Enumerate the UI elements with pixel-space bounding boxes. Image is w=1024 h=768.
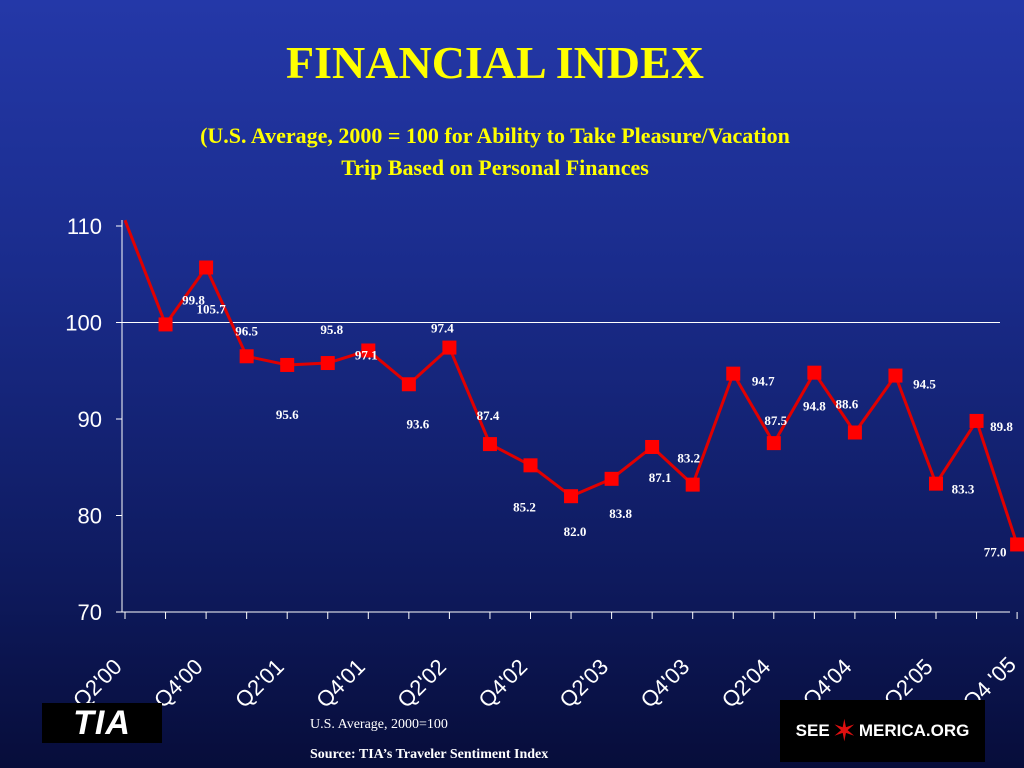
tia-logo: TIA <box>42 703 162 743</box>
y-tick-label: 100 <box>65 311 102 336</box>
data-label: 89.8 <box>990 419 1013 434</box>
data-label: 87.5 <box>764 413 787 428</box>
data-label: 77.0 <box>984 544 1007 559</box>
data-point <box>442 340 457 355</box>
data-point <box>199 260 214 275</box>
data-label: 88.6 <box>836 397 859 412</box>
data-point <box>523 458 538 473</box>
y-tick-label: 80 <box>78 504 102 529</box>
data-label: 87.4 <box>477 408 500 423</box>
x-tick-label: Q4'01 <box>311 654 370 713</box>
data-label: 96.5 <box>235 323 258 338</box>
x-tick-label: Q2'04 <box>717 654 776 713</box>
see-america-logo-text-pre: SEE <box>795 721 830 740</box>
data-label: 105.7 <box>196 301 226 316</box>
y-tick-label: 90 <box>78 407 102 432</box>
data-point <box>645 439 660 454</box>
data-point <box>766 436 781 451</box>
data-point <box>929 476 943 491</box>
subtitle-line-2: Trip Based on Personal Finances <box>341 155 649 180</box>
footnote-source: Source: TIA’s Traveler Sentiment Index <box>310 747 549 762</box>
data-point <box>361 343 376 358</box>
data-point <box>807 365 822 380</box>
data-point <box>1010 537 1024 552</box>
x-tick-label: Q4'03 <box>636 654 695 713</box>
chart-title: FINANCIAL INDEX <box>286 37 704 88</box>
data-point <box>280 357 295 372</box>
data-label: 83.8 <box>609 506 632 521</box>
data-label: 99.8 <box>182 292 205 307</box>
data-point <box>239 349 254 364</box>
x-tick-label: Q2'02 <box>392 654 451 713</box>
data-point <box>482 437 497 452</box>
data-label: 97.4 <box>431 321 454 336</box>
data-point <box>604 471 619 486</box>
see-america-logo: SEE ✶ MERICA.ORG <box>780 700 985 762</box>
data-point <box>158 317 173 332</box>
data-label: 95.8 <box>320 322 343 337</box>
data-label: 97.1 <box>355 347 378 362</box>
star-icon: ✶ <box>831 714 857 748</box>
data-point <box>685 477 700 492</box>
data-label: 83.2 <box>677 451 700 466</box>
data-point <box>320 356 335 371</box>
data-label: 83.3 <box>952 482 975 497</box>
footnote-average: U.S. Average, 2000=100 <box>310 717 448 732</box>
data-label: 93.6 <box>406 416 429 431</box>
x-tick-label: Q4'02 <box>473 654 532 713</box>
see-america-logo-text-post: MERICA.ORG <box>858 721 970 740</box>
x-tick-label: Q2'01 <box>230 654 289 713</box>
data-point <box>401 377 416 392</box>
data-label: 94.7 <box>752 374 775 389</box>
data-point <box>564 489 579 504</box>
data-label: 95.6 <box>276 407 299 422</box>
chart-subtitle: (U.S. Average, 2000 = 100 for Ability to… <box>0 120 990 184</box>
y-tick-label: 110 <box>67 214 102 239</box>
data-label: 87.1 <box>649 470 672 485</box>
data-label: 94.8 <box>803 399 826 414</box>
subtitle-line-1: (U.S. Average, 2000 = 100 for Ability to… <box>200 123 790 148</box>
y-tick-label: 70 <box>78 600 102 625</box>
x-tick-label: Q2'03 <box>555 654 614 713</box>
data-point <box>969 413 984 428</box>
data-point <box>847 425 862 440</box>
data-point <box>726 366 741 381</box>
data-label: 82.0 <box>564 524 587 539</box>
data-label: 94.5 <box>913 377 936 392</box>
data-label: 85.2 <box>513 499 536 514</box>
data-point <box>888 368 903 383</box>
